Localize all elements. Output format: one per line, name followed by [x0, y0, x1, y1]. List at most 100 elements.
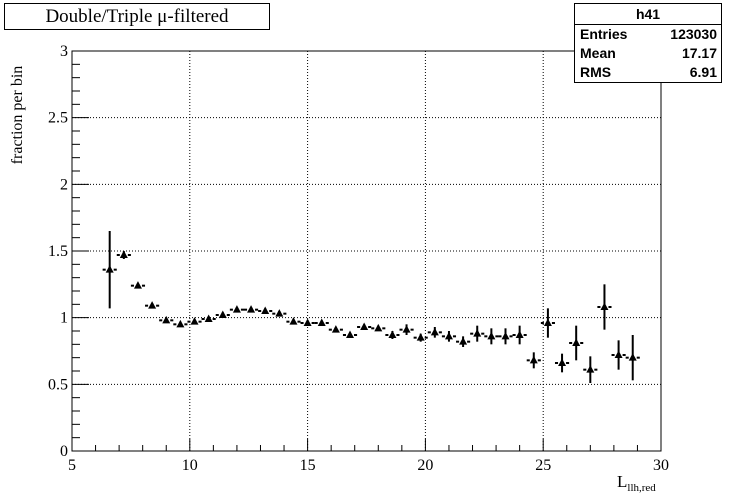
- triangle-marker: [190, 317, 199, 325]
- y-tick-label: 2: [60, 176, 68, 193]
- triangle-marker: [558, 358, 567, 366]
- triangle-marker: [515, 330, 524, 338]
- data-point: [272, 309, 287, 317]
- data-point: [300, 318, 315, 326]
- grid-lines: [72, 51, 661, 451]
- data-point: [130, 281, 146, 289]
- stats-label: Entries: [580, 26, 628, 42]
- data-point: [399, 324, 414, 335]
- triangle-marker: [402, 325, 411, 333]
- triangle-marker: [600, 302, 609, 310]
- triangle-marker: [628, 353, 637, 361]
- data-point: [427, 327, 442, 338]
- data-point: [116, 250, 131, 259]
- data-point: [159, 315, 174, 324]
- stats-label: Mean: [580, 45, 616, 61]
- data-point: [498, 328, 513, 345]
- triangle-marker: [162, 315, 171, 324]
- data-point: [201, 314, 216, 322]
- triangle-marker: [374, 323, 383, 332]
- x-tick-label: 20: [417, 457, 433, 474]
- triangle-marker: [176, 319, 185, 328]
- data-point: [611, 340, 626, 370]
- data-point: [286, 317, 301, 325]
- data-point: [102, 231, 117, 309]
- stats-row-entries: Entries 123030: [575, 25, 721, 44]
- triangle-marker: [289, 317, 298, 325]
- stats-value: 6.91: [689, 64, 717, 80]
- data-point: [385, 330, 400, 339]
- data-point: [328, 325, 343, 333]
- triangle-marker: [317, 318, 326, 326]
- plot-title: Double/Triple μ-filtered: [4, 3, 270, 30]
- x-tick-label: 5: [68, 457, 76, 474]
- axes: 5 10 15 20 25 30 0 0.5 1 1.5 2 2.5 3: [48, 43, 669, 474]
- data-point: [342, 330, 358, 338]
- x-tick-label: 25: [535, 457, 551, 474]
- triangle-marker: [232, 305, 241, 313]
- stats-label: RMS: [580, 64, 612, 80]
- data-point: [258, 306, 273, 314]
- x-axis-label-main: L: [617, 472, 627, 491]
- y-tick-label: 0.5: [48, 376, 68, 393]
- data-point: [569, 325, 584, 361]
- data-point: [597, 284, 612, 330]
- stats-row-mean: Mean 17.17: [575, 44, 721, 63]
- triangle-marker: [105, 265, 114, 273]
- data-point: [583, 356, 598, 383]
- data-point: [371, 323, 386, 332]
- triangle-marker: [247, 305, 256, 313]
- data-point: [540, 308, 555, 338]
- data-points: [102, 231, 640, 383]
- x-tick-label: 10: [182, 457, 198, 474]
- x-axis-label: Lllh,red: [617, 472, 656, 494]
- y-tick-label: 2.5: [48, 110, 68, 127]
- y-tick-label: 3: [60, 43, 68, 60]
- stats-value: 123030: [670, 26, 717, 42]
- y-tick-label: 1: [60, 310, 68, 327]
- triangle-marker: [529, 355, 538, 364]
- triangle-marker: [204, 314, 213, 322]
- stats-value: 17.17: [681, 45, 717, 61]
- data-point: [456, 336, 471, 347]
- stats-name: h41: [575, 4, 721, 25]
- y-axis-label: fraction per bin: [9, 66, 26, 165]
- triangle-marker: [148, 301, 157, 309]
- data-point: [215, 310, 230, 318]
- triangle-marker: [572, 338, 581, 346]
- triangle-marker: [119, 250, 128, 258]
- triangle-marker: [218, 310, 227, 318]
- triangle-marker: [346, 330, 355, 338]
- triangle-marker: [275, 309, 284, 317]
- triangle-marker: [416, 333, 425, 341]
- data-point: [554, 353, 570, 373]
- data-point: [243, 305, 259, 313]
- triangle-marker: [459, 337, 468, 345]
- y-tick-label: 0: [60, 443, 68, 460]
- y-tick-label: 1.5: [48, 243, 68, 260]
- data-point: [173, 319, 188, 328]
- data-point: [484, 328, 499, 345]
- data-point: [145, 301, 160, 309]
- data-point: [413, 333, 428, 342]
- data-point: [357, 322, 372, 330]
- triangle-marker: [501, 331, 510, 340]
- triangle-marker: [430, 327, 439, 336]
- data-point: [314, 318, 329, 326]
- triangle-marker: [586, 365, 595, 373]
- data-point: [512, 325, 527, 345]
- triangle-marker: [331, 325, 340, 333]
- triangle-marker: [473, 329, 482, 337]
- stats-row-rms: RMS 6.91: [575, 63, 721, 82]
- triangle-marker: [487, 331, 496, 340]
- triangle-marker: [543, 318, 552, 326]
- data-point: [229, 305, 244, 313]
- x-tick-label: 30: [653, 457, 669, 474]
- data-point: [441, 331, 457, 342]
- stats-box: h41 Entries 123030 Mean 17.17 RMS 6.91: [574, 3, 722, 83]
- triangle-marker: [303, 318, 312, 326]
- data-point: [470, 325, 485, 342]
- data-point: [625, 335, 640, 381]
- x-axis-label-sub: llh,red: [627, 482, 656, 494]
- triangle-marker: [261, 306, 270, 314]
